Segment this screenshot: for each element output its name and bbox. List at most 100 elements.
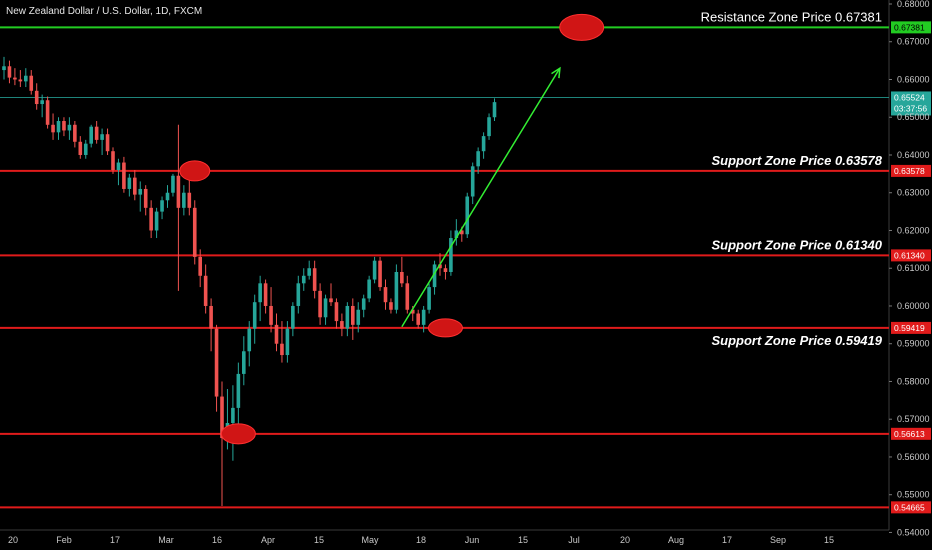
candle-body	[171, 175, 175, 193]
candle-body	[432, 264, 437, 288]
y-tick-label: 0.61000	[897, 263, 930, 273]
candle-body	[372, 260, 377, 280]
x-tick-label: 20	[8, 535, 18, 545]
candle-body	[394, 272, 399, 310]
candle-body	[105, 134, 110, 152]
x-tick-label: 16	[212, 535, 222, 545]
level-price-tag	[891, 164, 931, 177]
x-tick-label: 15	[314, 535, 324, 545]
annotations	[179, 13, 605, 445]
candle-body	[340, 321, 344, 329]
level-price-tag-text: 0.67381	[894, 22, 925, 32]
candle-body	[307, 268, 311, 276]
candle-body	[443, 268, 448, 272]
y-tick-label: 0.62000	[897, 225, 930, 235]
candle-body	[24, 75, 28, 82]
candle-body	[214, 328, 219, 397]
x-tick-label: May	[361, 535, 379, 545]
candle-body	[334, 302, 339, 322]
zone-marker-ellipse	[179, 160, 211, 182]
current-price-tag-text: 0.65524	[894, 92, 925, 102]
support-zone-label: Support Zone Price 0.59419	[711, 333, 882, 348]
candle-body	[361, 298, 366, 310]
zone-marker-ellipse	[559, 13, 605, 41]
candle-body	[236, 373, 241, 408]
candle-body	[231, 407, 235, 423]
candle-body	[487, 117, 491, 137]
candle-body	[116, 162, 121, 171]
x-tick-label: Mar	[158, 535, 174, 545]
candle-body	[454, 230, 459, 239]
candle-body	[203, 275, 208, 306]
x-tick-label: 15	[824, 535, 834, 545]
candle-body	[427, 287, 431, 310]
y-tick-label: 0.64000	[897, 150, 930, 160]
candle-body	[29, 75, 34, 91]
candle-body	[209, 305, 213, 329]
level-price-tag	[891, 501, 931, 514]
x-tick-label: Sep	[770, 535, 786, 545]
candle-body	[465, 196, 470, 235]
candle-body	[301, 275, 306, 284]
zone-marker-ellipse	[220, 423, 256, 445]
candle-body	[149, 207, 153, 231]
y-tick-label: 0.54000	[897, 527, 930, 537]
time-axis[interactable]: 20 Feb 17 Mar 16 Apr 15 May 18 Jun 15 Jul 20 Aug 17 Sep…	[8, 535, 834, 545]
candle-body	[329, 298, 333, 303]
candle-body	[89, 126, 93, 144]
level-lines: 0.67381 Resistance Zone Price 0.67381 0.63…	[0, 9, 931, 514]
x-tick-label: 18	[416, 535, 426, 545]
candle-body	[100, 134, 104, 140]
candle-body	[438, 264, 442, 269]
y-tick-label: 0.68000	[897, 0, 930, 9]
candle-body	[143, 188, 148, 208]
candle-body	[481, 136, 486, 152]
candle-body	[318, 290, 322, 318]
candle-body	[73, 124, 77, 142]
candle-body	[7, 66, 12, 78]
x-tick-label: 20	[620, 535, 630, 545]
candle-body	[252, 302, 257, 329]
y-tick-label: 0.63000	[897, 188, 930, 198]
candle-body	[40, 100, 44, 105]
level-price-tag-text: 0.56613	[894, 429, 925, 439]
candle-body	[122, 162, 126, 189]
y-tick-label: 0.67000	[897, 37, 930, 47]
candle-body	[160, 200, 164, 212]
candle-body	[165, 192, 170, 201]
candle-body	[356, 309, 361, 325]
candle-body	[421, 309, 426, 325]
candle-body	[13, 77, 17, 80]
candle-body	[176, 175, 181, 208]
level-price-tag-text: 0.63578	[894, 166, 925, 176]
candle-body	[34, 90, 39, 105]
candle-body	[83, 143, 88, 155]
price-axis[interactable]: 0.68000 0.67000 0.66000 0.65000 0.64000 0.630…	[889, 0, 930, 537]
x-tick-label: 15	[518, 535, 528, 545]
candle-body	[312, 268, 317, 291]
candle-body	[45, 100, 50, 125]
x-tick-label: 17	[110, 535, 120, 545]
candle-body	[389, 302, 393, 310]
zone-marker-ellipse	[427, 318, 463, 338]
candle-body	[351, 305, 355, 325]
candle-body	[2, 66, 6, 71]
support-zone-label: Support Zone Price 0.61340	[711, 237, 882, 252]
level-price-tag-text: 0.59419	[894, 323, 925, 333]
trend-arrow-line	[401, 67, 561, 328]
y-tick-label: 0.58000	[897, 376, 930, 386]
level-price-tag-text: 0.61340	[894, 250, 925, 260]
candle-body	[62, 121, 66, 131]
candle-body	[111, 151, 115, 171]
candle-body	[410, 309, 415, 314]
candle-body	[383, 287, 388, 303]
candle-body	[56, 121, 61, 133]
candle-body	[416, 313, 420, 325]
x-tick-label: Apr	[261, 535, 275, 545]
candle-body	[78, 141, 83, 155]
x-tick-label: 17	[722, 535, 732, 545]
candle-body	[242, 351, 246, 374]
y-tick-label: 0.65000	[897, 112, 930, 122]
candle-body	[127, 177, 132, 189]
